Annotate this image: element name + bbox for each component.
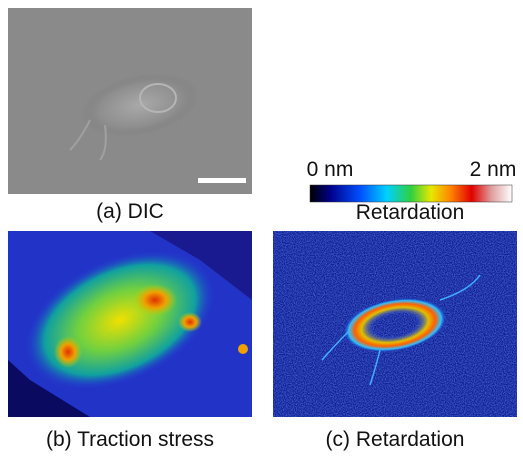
- dic-image: [8, 8, 252, 194]
- retardation-image: [273, 231, 517, 417]
- caption: (a) DIC: [96, 200, 164, 223]
- caption: (c) Retardation: [326, 428, 465, 451]
- colorbar: [310, 185, 512, 202]
- colorbar-min-label: 0 nm: [307, 158, 354, 181]
- figure: (a) DIC 0 nm 2 nm Retardation (b) Tracti…: [0, 0, 523, 452]
- colorbar-max-label: 2 nm: [470, 158, 517, 181]
- traction-image: [4, 223, 252, 417]
- caption: (b) Traction stress: [46, 428, 214, 451]
- scale-bar: [198, 178, 246, 183]
- colorbar-title: Retardation: [356, 201, 465, 224]
